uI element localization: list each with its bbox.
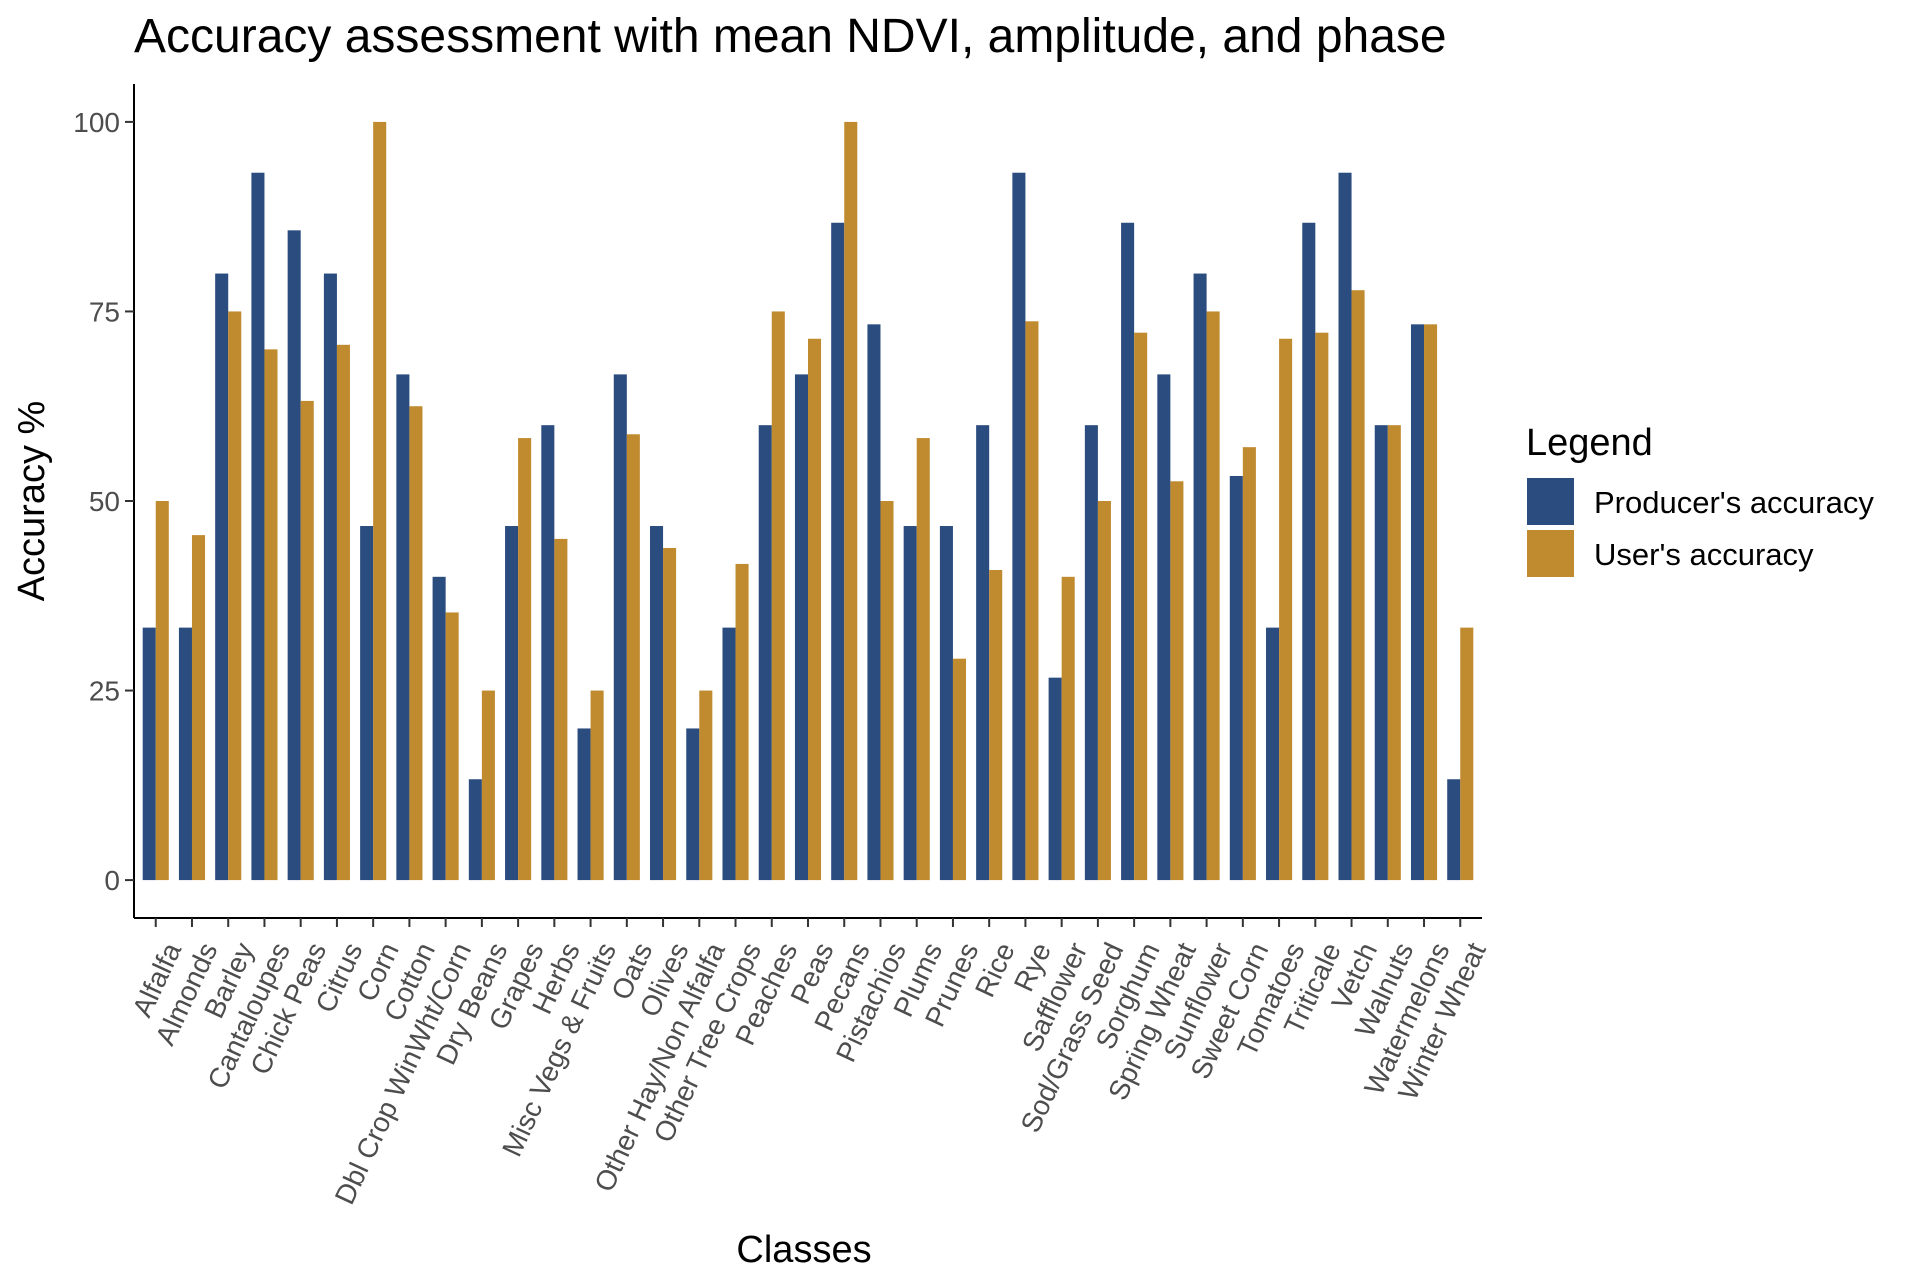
bar-producer-21 [903,526,917,881]
bar-producer-19 [831,222,845,881]
legend: Legend Producer's accuracy User's accurac… [1526,422,1874,577]
bar-producer-20 [867,324,881,881]
bar-user-16 [735,563,749,881]
bar-user-36 [1460,627,1474,881]
legend-key-user [1527,530,1574,577]
bar-user-2 [228,311,242,881]
bar-producer-22 [939,526,953,881]
legend-title: Legend [1526,422,1653,464]
bar-user-27 [1134,332,1148,881]
bar-user-0 [155,501,169,881]
bar-producer-35 [1410,324,1425,881]
x-axis-title: Classes [736,1229,871,1271]
bar-producer-34 [1374,425,1388,881]
bar-user-30 [1242,447,1256,881]
y-tick-label-50: 50 [89,486,120,517]
bar-producer-36 [1447,779,1461,881]
bar-producer-29 [1193,273,1207,881]
legend-key-producer [1527,478,1574,525]
bar-user-8 [445,612,459,881]
y-tick-label-0: 0 [104,865,120,896]
bar-producer-23 [976,425,990,881]
bar-user-12 [590,690,604,881]
bar-producer-11 [541,425,555,881]
bar-user-4 [300,400,314,881]
bar-user-10 [518,438,532,881]
bar-user-20 [880,501,894,881]
y-tick-label-75: 75 [89,296,120,327]
bar-user-28 [1170,481,1184,881]
y-tick-label-25: 25 [89,676,120,707]
bar-user-6 [373,121,387,881]
bar-user-11 [554,538,568,881]
bar-producer-15 [686,728,700,881]
bar-user-5 [336,344,350,881]
bar-user-32 [1315,332,1329,881]
bar-user-17 [771,311,785,881]
bar-producer-7 [396,374,410,881]
bar-user-22 [952,658,966,881]
bar-producer-32 [1302,222,1316,881]
bar-producer-33 [1338,172,1352,881]
bar-producer-14 [650,526,664,881]
bar-user-26 [1097,501,1111,881]
bars-layer [142,121,1474,881]
bar-user-29 [1206,311,1220,881]
bar-producer-2 [215,273,229,881]
bar-user-21 [916,438,930,881]
bar-user-1 [191,535,206,881]
bar-user-3 [264,349,278,881]
bar-user-34 [1387,425,1401,881]
bar-producer-30 [1229,475,1243,881]
bar-producer-18 [794,374,808,881]
bar-user-18 [808,338,822,881]
bar-user-23 [989,569,1003,881]
bar-producer-13 [613,374,627,881]
y-axis-title: Accuracy % [11,401,53,602]
bar-producer-6 [360,526,374,881]
bar-producer-4 [287,230,301,881]
chart-title: Accuracy assessment with mean NDVI, ampl… [134,10,1447,63]
bar-user-24 [1025,321,1039,881]
bar-user-9 [481,690,495,881]
bar-producer-9 [468,779,482,881]
bar-producer-5 [323,273,337,881]
bar-producer-25 [1048,677,1062,881]
bar-producer-10 [505,526,519,881]
bar-producer-28 [1157,374,1171,881]
legend-label-producer: Producer's accuracy [1594,485,1874,520]
bar-producer-8 [432,576,446,881]
bar-user-35 [1424,324,1438,881]
bar-user-25 [1061,576,1075,881]
bar-user-7 [409,406,423,881]
y-tick-label-100: 100 [73,107,120,138]
bar-user-13 [626,434,640,881]
bar-producer-16 [722,627,736,881]
bar-producer-3 [251,172,265,881]
bar-producer-17 [758,425,772,881]
bar-producer-24 [1012,172,1026,881]
bar-producer-0 [142,627,156,881]
bar-user-33 [1351,290,1365,881]
bar-producer-12 [577,728,591,881]
bar-producer-26 [1084,425,1098,881]
bar-producer-31 [1266,627,1280,881]
legend-label-user: User's accuracy [1594,537,1814,572]
bar-user-15 [699,690,713,881]
bar-producer-1 [178,627,192,881]
bar-user-19 [844,121,858,881]
bar-user-14 [663,548,677,881]
bar-user-31 [1279,338,1293,881]
bar-producer-27 [1121,222,1135,881]
